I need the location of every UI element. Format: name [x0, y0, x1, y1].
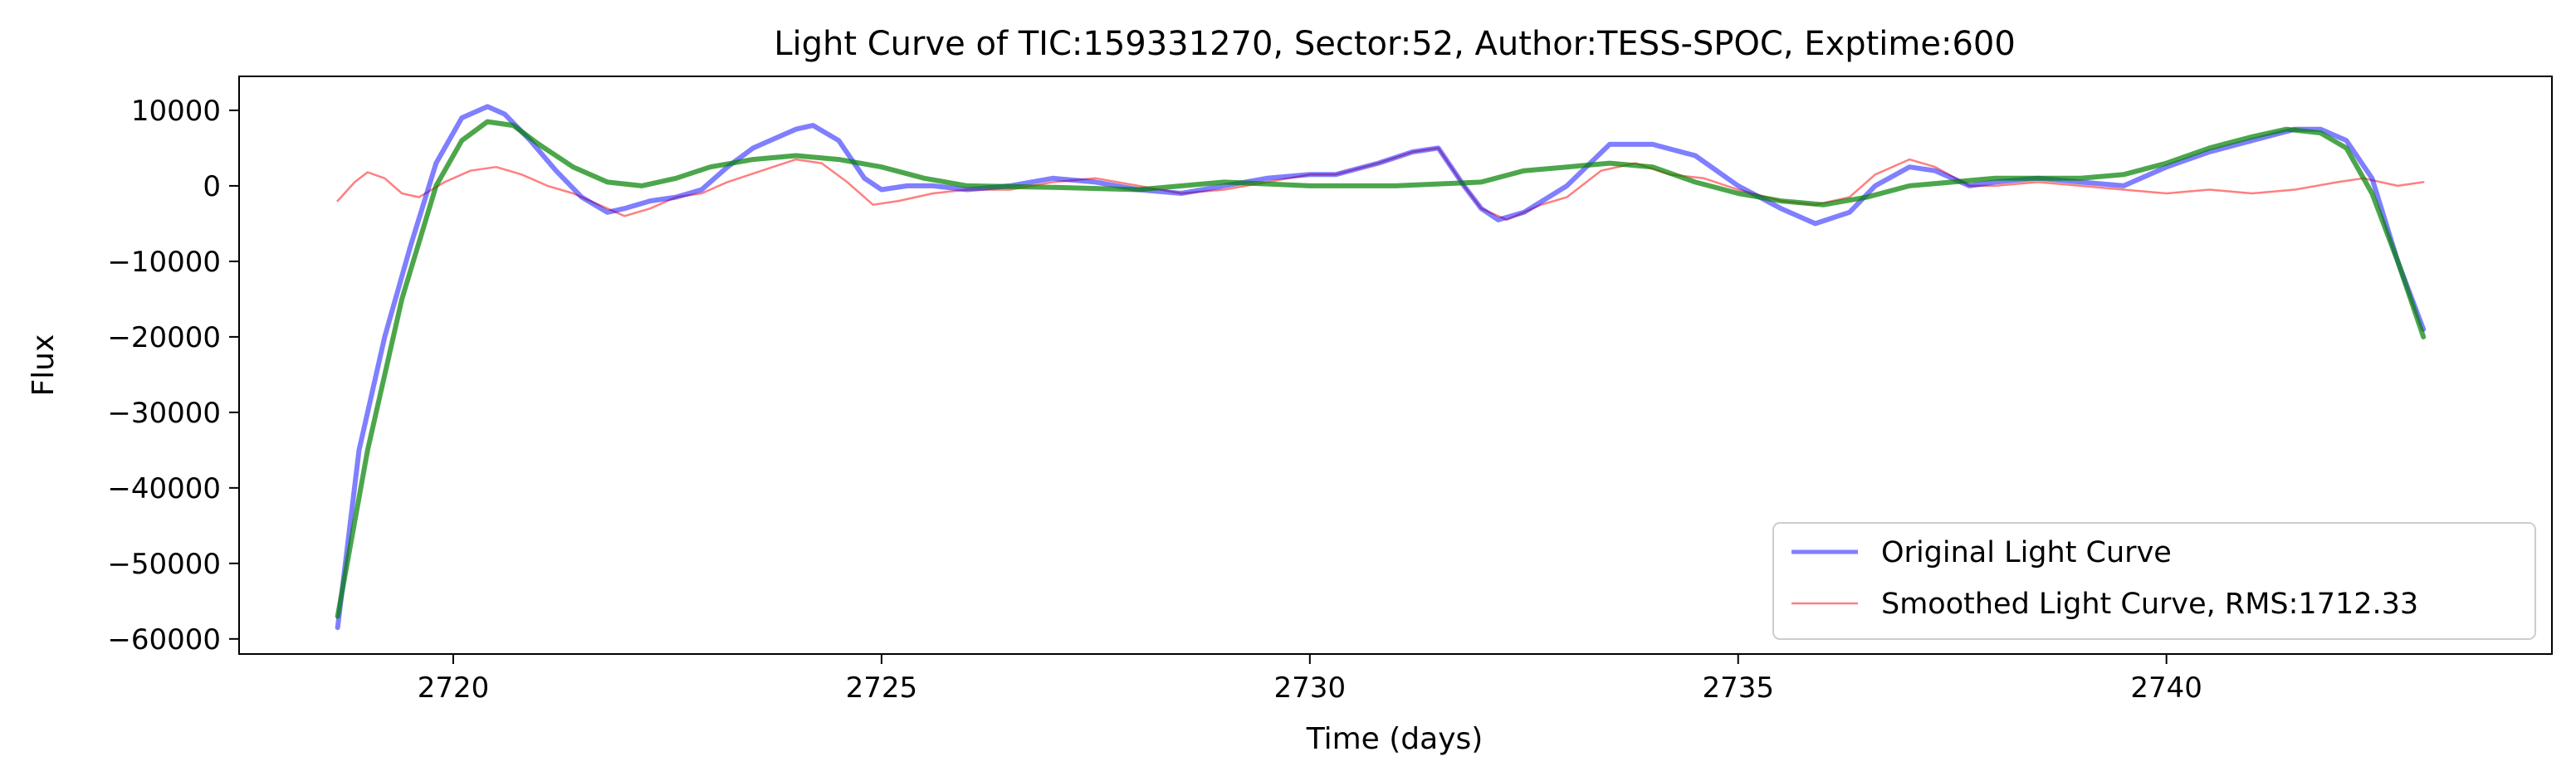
plot-frame	[238, 76, 2553, 655]
legend: Original Light Curve Smoothed Light Curv…	[1772, 522, 2536, 640]
y-tick-label: 10000	[131, 95, 221, 128]
x-tick-label: 2725	[846, 671, 918, 705]
y-tick-label: −10000	[107, 246, 221, 279]
y-tick-label: −20000	[107, 321, 221, 354]
plot-area	[238, 76, 2553, 655]
legend-box	[1772, 522, 2536, 640]
x-tick-label: 2735	[1702, 671, 1774, 705]
x-tick-label: 2740	[2130, 671, 2202, 705]
y-tick-label: −40000	[107, 472, 221, 505]
legend-label-smoothed: Smoothed Light Curve, RMS:1712.33	[1881, 588, 2418, 621]
series-line-fit	[335, 119, 2427, 619]
legend-label-original: Original Light Curve	[1881, 536, 2172, 569]
x-axis: 2720 2725 2730 2735 2740	[418, 654, 2202, 705]
x-tick-label: 2730	[1274, 671, 1347, 705]
y-tick-label: −50000	[107, 548, 221, 581]
x-tick-label: 2720	[418, 671, 490, 705]
x-axis-label: Time (days)	[1306, 722, 1484, 756]
y-tick-label: 0	[203, 170, 221, 203]
y-axis: 10000 0 −10000 −20000 −30000 −40000 −50000 −600…	[107, 95, 239, 657]
chart-title: Light Curve of TIC:159331270, Sector:52,…	[774, 25, 2016, 63]
y-tick-label: −30000	[107, 397, 221, 430]
y-axis-label: Flux	[27, 334, 61, 397]
y-tick-label: −60000	[107, 623, 221, 657]
